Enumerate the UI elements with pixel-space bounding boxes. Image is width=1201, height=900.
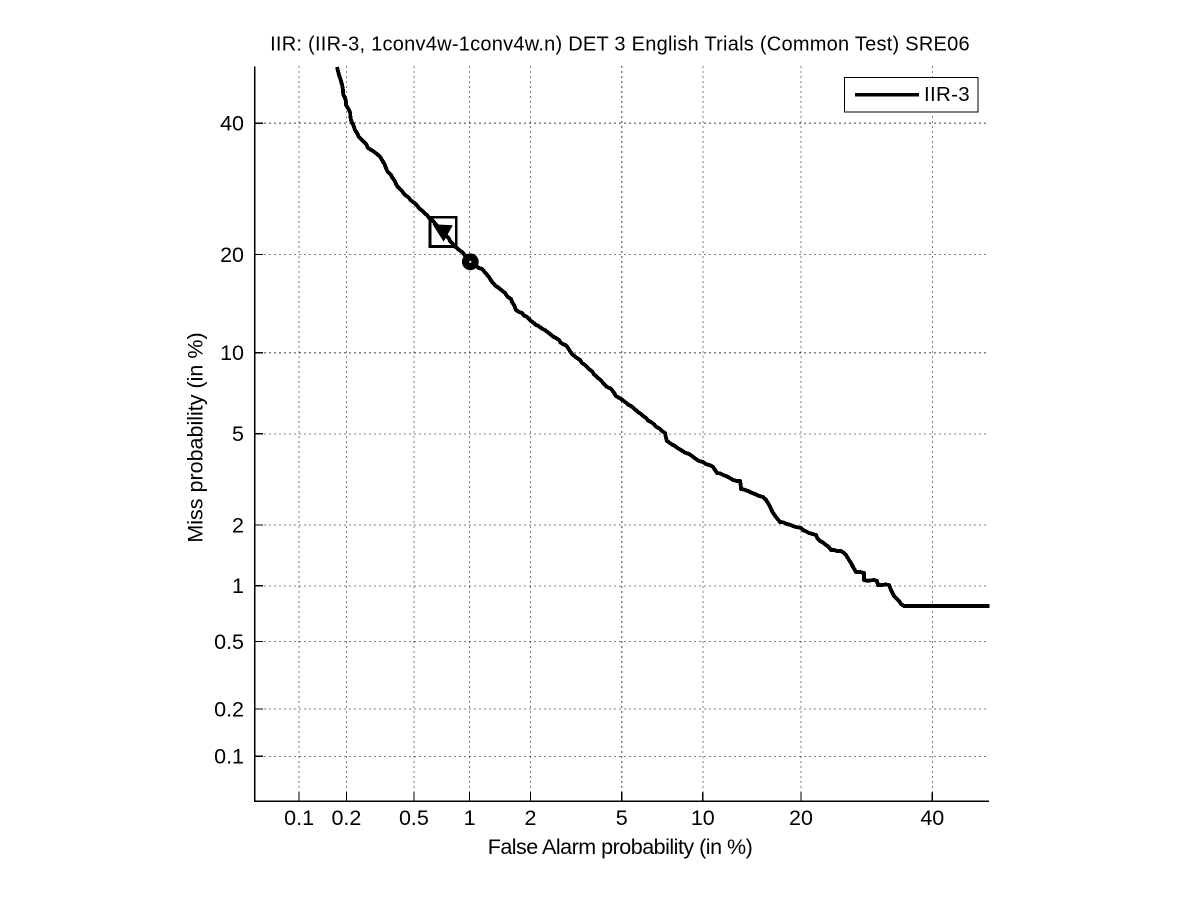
svg-text:0.2: 0.2 (331, 806, 361, 830)
svg-text:2: 2 (525, 806, 537, 830)
svg-text:5: 5 (232, 422, 244, 446)
svg-text:0.2: 0.2 (214, 697, 244, 721)
svg-text:20: 20 (789, 806, 813, 830)
svg-text:False Alarm probability (in %): False Alarm probability (in %) (488, 835, 753, 859)
svg-text:1: 1 (232, 574, 244, 598)
svg-text:40: 40 (220, 112, 244, 136)
svg-text:10: 10 (220, 341, 244, 365)
svg-text:0.1: 0.1 (284, 806, 314, 830)
svg-text:10: 10 (691, 806, 715, 830)
svg-text:0.5: 0.5 (214, 630, 244, 654)
svg-text:20: 20 (220, 243, 244, 267)
svg-text:0.1: 0.1 (214, 745, 244, 769)
svg-text:1: 1 (464, 806, 476, 830)
svg-text:IIR-3: IIR-3 (924, 83, 970, 106)
svg-text:5: 5 (616, 806, 628, 830)
svg-text:0.5: 0.5 (399, 806, 429, 830)
svg-text:2: 2 (232, 513, 244, 537)
svg-text:IIR: (IIR-3, 1conv4w-1conv4w.n: IIR: (IIR-3, 1conv4w-1conv4w.n) DET 3 En… (270, 34, 970, 56)
svg-text:Miss probability (in %): Miss probability (in %) (184, 332, 208, 542)
svg-text:40: 40 (920, 806, 944, 830)
